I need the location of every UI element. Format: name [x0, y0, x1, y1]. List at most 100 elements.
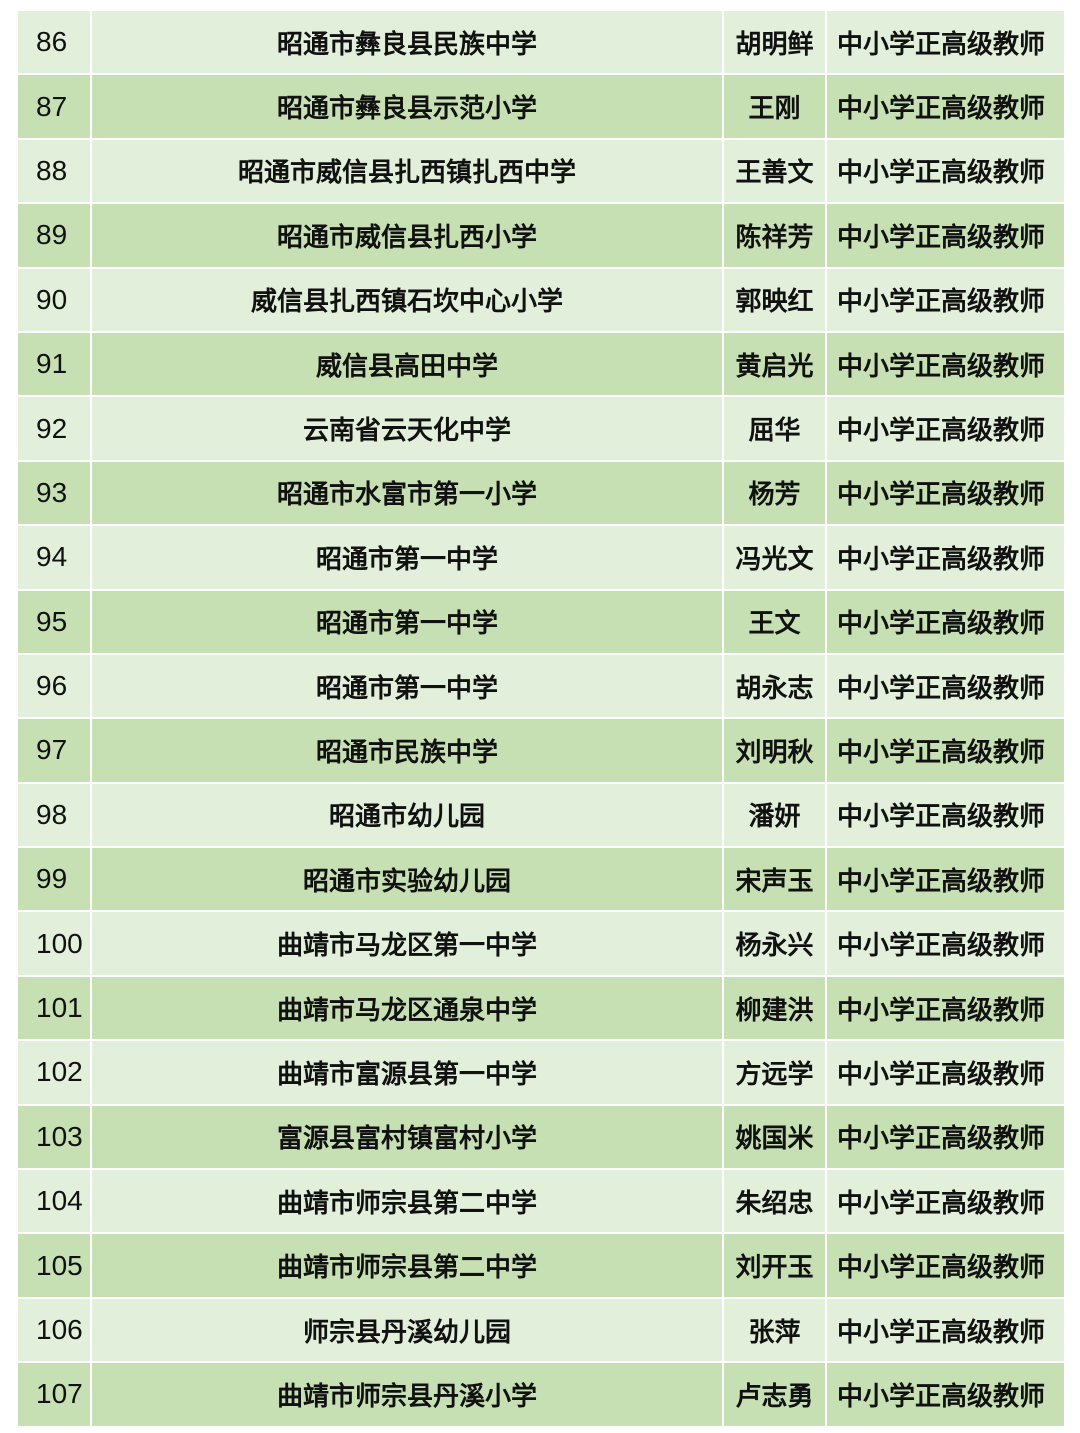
- row-number: 107: [16, 1361, 92, 1428]
- teacher-title: 中小学正高级教师: [825, 588, 1066, 655]
- teacher-title: 中小学正高级教师: [825, 1168, 1066, 1235]
- school-name: 威信县扎西镇石坎中心小学: [90, 266, 724, 333]
- teacher-name: 胡永志: [722, 652, 827, 720]
- table-row: 95 昭通市第一中学 王文 中小学正高级教师: [16, 588, 1066, 655]
- row-number: 104: [16, 1168, 92, 1235]
- teacher-name: 姚国米: [722, 1103, 827, 1171]
- row-number: 87: [16, 73, 92, 140]
- school-name: 昭通市实验幼儿园: [90, 846, 724, 913]
- school-name: 昭通市第一中学: [90, 588, 724, 655]
- school-name: 富源县富村镇富村小学: [90, 1103, 724, 1171]
- teacher-title: 中小学正高级教师: [825, 781, 1066, 849]
- teacher-name: 杨永兴: [722, 910, 827, 977]
- table-row: 107 曲靖市师宗县丹溪小学 卢志勇 中小学正高级教师: [16, 1361, 1066, 1428]
- teacher-name: 黄启光: [722, 330, 827, 398]
- teacher-title: 中小学正高级教师: [825, 1039, 1066, 1106]
- table-row: 89 昭通市威信县扎西小学 陈祥芳 中小学正高级教师: [16, 202, 1066, 269]
- row-number: 98: [16, 781, 92, 849]
- table-row: 101 曲靖市马龙区通泉中学 柳建洪 中小学正高级教师: [16, 974, 1066, 1042]
- teacher-title: 中小学正高级教师: [825, 652, 1066, 720]
- teacher-title: 中小学正高级教师: [825, 974, 1066, 1042]
- school-name: 曲靖市师宗县丹溪小学: [90, 1361, 724, 1428]
- row-number: 91: [16, 330, 92, 398]
- row-number: 88: [16, 137, 92, 205]
- row-number: 101: [16, 974, 92, 1042]
- row-number: 106: [16, 1296, 92, 1364]
- teacher-name: 冯光文: [722, 524, 827, 591]
- teacher-name: 朱绍忠: [722, 1168, 827, 1235]
- school-name: 昭通市威信县扎西小学: [90, 202, 724, 269]
- school-name: 曲靖市马龙区第一中学: [90, 910, 724, 977]
- teacher-name: 陈祥芳: [722, 202, 827, 269]
- teacher-name: 张萍: [722, 1296, 827, 1364]
- table-row: 92 云南省云天化中学 屈华 中小学正高级教师: [16, 395, 1066, 462]
- table-row: 93 昭通市水富市第一小学 杨芳 中小学正高级教师: [16, 459, 1066, 527]
- row-number: 100: [16, 910, 92, 977]
- teacher-name: 胡明鲜: [722, 8, 827, 76]
- row-number: 89: [16, 202, 92, 269]
- teacher-name: 王刚: [722, 73, 827, 140]
- teacher-title: 中小学正高级教师: [825, 1103, 1066, 1171]
- teacher-title: 中小学正高级教师: [825, 1232, 1066, 1299]
- table-row: 96 昭通市第一中学 胡永志 中小学正高级教师: [16, 652, 1066, 720]
- table-body: 86 昭通市彝良县民族中学 胡明鲜 中小学正高级教师 87 昭通市彝良县示范小学 王刚 中小学…: [16, 8, 1066, 1428]
- table-row: 99 昭通市实验幼儿园 宋声玉 中小学正高级教师: [16, 846, 1066, 913]
- school-name: 曲靖市师宗县第二中学: [90, 1232, 724, 1299]
- teacher-name: 王文: [722, 588, 827, 655]
- table-row: 106 师宗县丹溪幼儿园 张萍 中小学正高级教师: [16, 1296, 1066, 1364]
- teacher-title: 中小学正高级教师: [825, 137, 1066, 205]
- school-name: 昭通市水富市第一小学: [90, 459, 724, 527]
- table-row: 94 昭通市第一中学 冯光文 中小学正高级教师: [16, 524, 1066, 591]
- table-row: 90 威信县扎西镇石坎中心小学 郭映红 中小学正高级教师: [16, 266, 1066, 333]
- row-number: 102: [16, 1039, 92, 1106]
- school-name: 昭通市彝良县示范小学: [90, 73, 724, 140]
- teacher-title: 中小学正高级教师: [825, 1296, 1066, 1364]
- table-row: 97 昭通市民族中学 刘明秋 中小学正高级教师: [16, 717, 1066, 784]
- school-name: 昭通市民族中学: [90, 717, 724, 784]
- row-number: 99: [16, 846, 92, 913]
- teacher-title: 中小学正高级教师: [825, 266, 1066, 333]
- teacher-title: 中小学正高级教师: [825, 202, 1066, 269]
- school-name: 曲靖市马龙区通泉中学: [90, 974, 724, 1042]
- row-number: 95: [16, 588, 92, 655]
- teacher-title: 中小学正高级教师: [825, 1361, 1066, 1428]
- teacher-title: 中小学正高级教师: [825, 459, 1066, 527]
- school-name: 昭通市幼儿园: [90, 781, 724, 849]
- teacher-name: 方远学: [722, 1039, 827, 1106]
- row-number: 90: [16, 266, 92, 333]
- teacher-title: 中小学正高级教师: [825, 8, 1066, 76]
- teacher-name: 刘明秋: [722, 717, 827, 784]
- teacher-title: 中小学正高级教师: [825, 717, 1066, 784]
- school-name: 曲靖市富源县第一中学: [90, 1039, 724, 1106]
- school-name: 云南省云天化中学: [90, 395, 724, 462]
- row-number: 93: [16, 459, 92, 527]
- table-row: 103 富源县富村镇富村小学 姚国米 中小学正高级教师: [16, 1103, 1066, 1171]
- school-name: 曲靖市师宗县第二中学: [90, 1168, 724, 1235]
- teacher-title: 中小学正高级教师: [825, 73, 1066, 140]
- teacher-name: 潘妍: [722, 781, 827, 849]
- row-number: 86: [16, 8, 92, 76]
- teacher-name: 屈华: [722, 395, 827, 462]
- table-row: 100 曲靖市马龙区第一中学 杨永兴 中小学正高级教师: [16, 910, 1066, 977]
- teacher-title: 中小学正高级教师: [825, 330, 1066, 398]
- teacher-title: 中小学正高级教师: [825, 910, 1066, 977]
- school-name: 昭通市第一中学: [90, 524, 724, 591]
- row-number: 105: [16, 1232, 92, 1299]
- row-number: 103: [16, 1103, 92, 1171]
- teacher-name: 柳建洪: [722, 974, 827, 1042]
- table-row: 105 曲靖市师宗县第二中学 刘开玉 中小学正高级教师: [16, 1232, 1066, 1299]
- teacher-name: 宋声玉: [722, 846, 827, 913]
- school-name: 威信县高田中学: [90, 330, 724, 398]
- school-name: 师宗县丹溪幼儿园: [90, 1296, 724, 1364]
- table-row: 88 昭通市威信县扎西镇扎西中学 王善文 中小学正高级教师: [16, 137, 1066, 205]
- teacher-title: 中小学正高级教师: [825, 395, 1066, 462]
- teacher-title: 中小学正高级教师: [825, 524, 1066, 591]
- table-row: 98 昭通市幼儿园 潘妍 中小学正高级教师: [16, 781, 1066, 849]
- table-row: 87 昭通市彝良县示范小学 王刚 中小学正高级教师: [16, 73, 1066, 140]
- table-row: 104 曲靖市师宗县第二中学 朱绍忠 中小学正高级教师: [16, 1168, 1066, 1235]
- teacher-name: 刘开玉: [722, 1232, 827, 1299]
- teacher-name: 杨芳: [722, 459, 827, 527]
- teacher-name: 卢志勇: [722, 1361, 827, 1428]
- teacher-name: 王善文: [722, 137, 827, 205]
- row-number: 96: [16, 652, 92, 720]
